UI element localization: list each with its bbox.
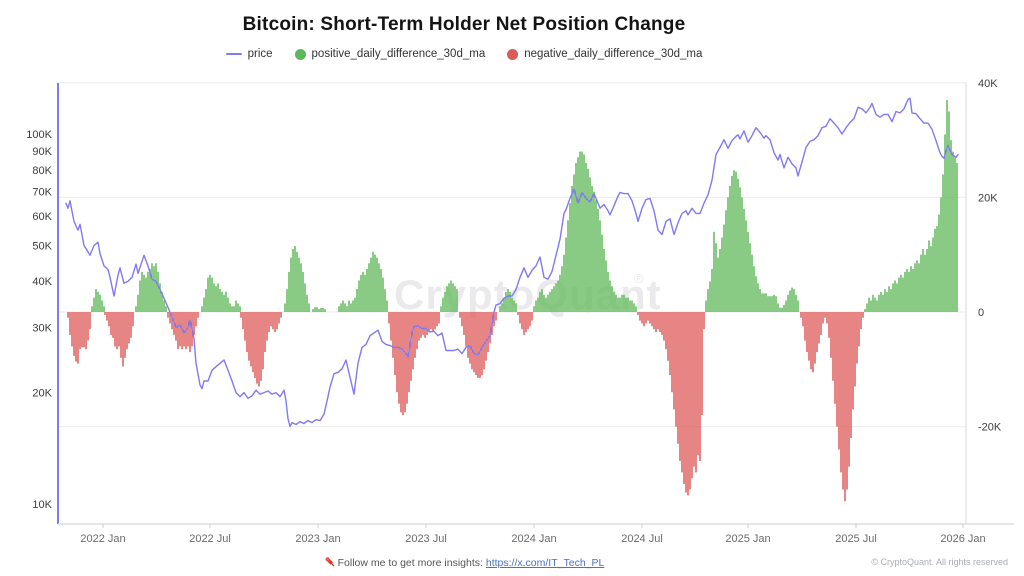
x-tick-label: 2025 Jul <box>835 533 877 545</box>
positive-bars-segment <box>440 280 458 312</box>
negative-bars-segment <box>800 312 826 373</box>
left-tick-label: 10K <box>32 499 52 511</box>
x-tick-label: 2022 Jul <box>189 533 231 545</box>
right-tick-label: 40K <box>978 78 998 90</box>
positive-bars-segment <box>201 274 233 312</box>
price-line <box>65 97 959 428</box>
legend-label-price: price <box>247 48 273 60</box>
legend-item-price[interactable]: price <box>225 48 273 60</box>
x-tick-label: 2024 Jul <box>621 533 663 545</box>
negative-bars-segment <box>104 312 134 367</box>
right-tick-label: 0 <box>978 307 984 319</box>
negative-bars-segment <box>67 312 91 364</box>
left-tick-label: 100K <box>26 129 52 141</box>
positive-bars-segment <box>312 307 326 312</box>
footer-text: Follow me to get more insights: <box>337 557 483 569</box>
legend-label-negative: negative_daily_difference_30d_ma <box>524 48 703 60</box>
x-tick-label: 2023 Jan <box>295 533 340 545</box>
watermark-reg-icon: ® <box>634 271 644 286</box>
price-line-swatch-icon <box>225 53 242 55</box>
footer-link[interactable]: https://x.com/IT_Tech_PL <box>485 557 605 569</box>
legend-label-positive: positive_daily_difference_30d_ma <box>311 48 486 60</box>
positive-bars-segment <box>499 289 517 312</box>
positive-bars-segment <box>284 246 310 312</box>
negative-dot-icon <box>507 48 519 60</box>
positive-bars-segment <box>338 300 354 312</box>
positive-bars-segment <box>135 263 167 312</box>
x-tick-label: 2026 Jan <box>940 533 985 545</box>
footer-note: Follow me to get more insights: https://… <box>0 555 928 569</box>
x-tick-label: 2023 Jul <box>405 533 447 545</box>
legend-item-positive[interactable]: positive_daily_difference_30d_ma <box>294 48 486 60</box>
left-tick-label: 30K <box>32 323 52 335</box>
positive-bars-segment <box>233 300 241 312</box>
positive-bars-segment <box>533 151 637 313</box>
positive-bars-segment <box>705 170 799 312</box>
left-tick-label: 70K <box>32 186 52 198</box>
x-tick-label: 2024 Jan <box>511 533 556 545</box>
legend: price positive_daily_difference_30d_ma n… <box>0 48 928 60</box>
left-tick-label: 80K <box>32 165 52 177</box>
negative-bars-segment <box>240 312 282 387</box>
pushpin-icon <box>325 557 335 567</box>
left-tick-label: 50K <box>32 240 52 252</box>
chart-header: Bitcoin: Short-Term Holder Net Position … <box>0 14 928 36</box>
right-tick-label: -20K <box>978 422 1002 434</box>
left-tick-label: 60K <box>32 211 52 223</box>
positive-bars-segment <box>864 100 958 313</box>
legend-item-negative[interactable]: negative_daily_difference_30d_ma <box>507 48 702 60</box>
positive-bars-segment <box>91 289 105 312</box>
right-tick-label: 20K <box>978 192 998 204</box>
x-tick-label: 2022 Jan <box>80 533 125 545</box>
negative-bars-segment <box>459 312 497 378</box>
left-tick-label: 90K <box>32 146 52 158</box>
chart-title: Bitcoin: Short-Term Holder Net Position … <box>242 14 686 35</box>
left-tick-label: 20K <box>32 388 52 400</box>
left-tick-label: 40K <box>32 276 52 288</box>
copyright-text: © CryptoQuant. All rights reserved <box>871 557 1008 567</box>
x-tick-label: 2025 Jan <box>725 533 770 545</box>
positive-bars-segment <box>354 251 388 312</box>
positive-dot-icon <box>294 48 306 60</box>
negative-bars-segment <box>637 312 705 496</box>
negative-bars-segment <box>826 312 864 502</box>
negative-bars-segment <box>517 312 533 335</box>
